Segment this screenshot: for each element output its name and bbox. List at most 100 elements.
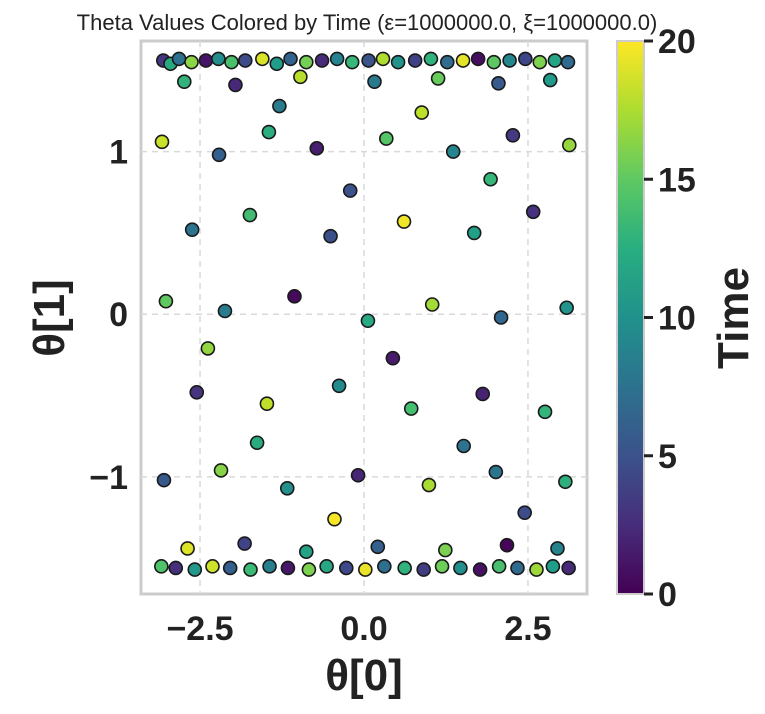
scatter-point <box>198 53 214 68</box>
scatter-point <box>403 401 419 416</box>
scatter-point <box>249 435 265 451</box>
scatter-point <box>542 72 558 88</box>
scatter-point <box>323 228 338 244</box>
scatter-point <box>360 313 376 329</box>
x-axis-label: θ[0] <box>325 651 403 700</box>
scatter-point <box>184 222 200 237</box>
scatter-point <box>370 539 386 555</box>
scatter-point <box>342 183 358 198</box>
scatter-point <box>259 396 275 412</box>
scatter-point <box>547 53 563 68</box>
scatter-point <box>414 105 430 120</box>
scatter-point <box>438 542 453 558</box>
colorbar-label: Time <box>709 267 758 369</box>
scatter-point <box>375 51 391 67</box>
scatter-point <box>525 204 541 220</box>
scatter-point <box>545 559 561 574</box>
scatter-point <box>309 141 325 156</box>
scatter-point <box>211 147 227 163</box>
scatter-point <box>222 560 238 576</box>
scatter-point <box>502 53 517 68</box>
scatter-point <box>301 562 317 577</box>
y-tick-label: −1 <box>89 459 128 497</box>
scatter-point <box>561 137 577 153</box>
scatter-point <box>213 463 229 478</box>
y-tick-label: 0 <box>109 296 128 334</box>
scatter-point <box>189 385 205 400</box>
scatter-point <box>287 289 302 304</box>
colorbar-tick-label: 10 <box>658 300 696 338</box>
scatter-point <box>344 54 360 70</box>
scatter-point <box>390 54 406 70</box>
scatter-point <box>407 53 423 68</box>
scatter-point <box>518 51 533 67</box>
scatter-point <box>470 51 486 67</box>
colorbar-ticks: 0 5 10 15 20 <box>644 23 696 614</box>
scatter-point <box>532 54 548 70</box>
scatter-point <box>377 559 392 574</box>
scatter-point <box>439 54 455 70</box>
scatter-point <box>242 207 258 223</box>
scatter-point <box>228 77 243 93</box>
scatter-point <box>237 53 253 68</box>
scatter-point <box>171 51 187 67</box>
x-tick-label: −2.5 <box>166 610 233 648</box>
scatter-point <box>154 559 169 574</box>
scatter-point <box>361 53 376 68</box>
scatter-point <box>488 464 504 480</box>
scatter-point <box>455 53 471 68</box>
scatter-point <box>329 51 345 67</box>
scatter-point <box>358 562 373 577</box>
scatter-point <box>378 131 394 146</box>
scatter-point <box>154 134 170 150</box>
scatter-point <box>243 562 258 577</box>
scatter-point <box>224 54 239 70</box>
scatter-point <box>261 124 277 140</box>
scatter-point <box>298 54 314 70</box>
chart-title: Theta Values Colored by Time (ε=1000000.… <box>77 10 658 35</box>
scatter-point <box>255 51 270 67</box>
scatter-point <box>397 560 412 576</box>
axis-ticks: −2.5 0.0 2.5 −1 0 1 <box>89 134 551 648</box>
scatter-point <box>505 128 521 143</box>
scatter-point <box>537 404 553 420</box>
scatter-point <box>445 144 461 159</box>
scatter-point <box>475 386 491 402</box>
scatter-point <box>456 438 471 454</box>
scatter-point <box>517 505 532 520</box>
scatter-point <box>205 559 220 574</box>
scatter-point <box>385 350 401 366</box>
scatter-point <box>466 225 482 241</box>
colorbar <box>616 40 645 595</box>
colorbar-tick-label: 15 <box>658 161 696 199</box>
scatter-point <box>491 75 506 91</box>
scatter-point <box>453 560 468 576</box>
scatter-point <box>331 378 347 394</box>
scatter-point <box>319 559 334 574</box>
scatter-point <box>434 559 450 574</box>
scatter-point <box>293 69 308 85</box>
scatter-point <box>499 537 515 553</box>
scatter-point <box>180 541 195 556</box>
scatter-point <box>187 562 203 577</box>
scatter-point <box>561 560 576 576</box>
scatter-point <box>283 51 298 67</box>
y-tick-label: 1 <box>109 134 128 172</box>
scatter-point <box>184 54 199 70</box>
scatter-point <box>314 53 330 68</box>
scatter-point <box>491 559 507 574</box>
scatter-point <box>156 472 172 488</box>
scatter-point <box>269 56 285 72</box>
x-tick-label: 0.0 <box>340 610 387 648</box>
scatter-point <box>280 560 296 576</box>
scatter-point <box>350 467 366 483</box>
scatter-point <box>338 560 354 576</box>
scatter-point <box>298 544 314 560</box>
scatter-point <box>559 300 574 316</box>
scatter-point <box>158 293 174 309</box>
scatter-point <box>367 74 382 89</box>
scatter-point <box>486 54 502 70</box>
scatter-point <box>529 562 544 577</box>
